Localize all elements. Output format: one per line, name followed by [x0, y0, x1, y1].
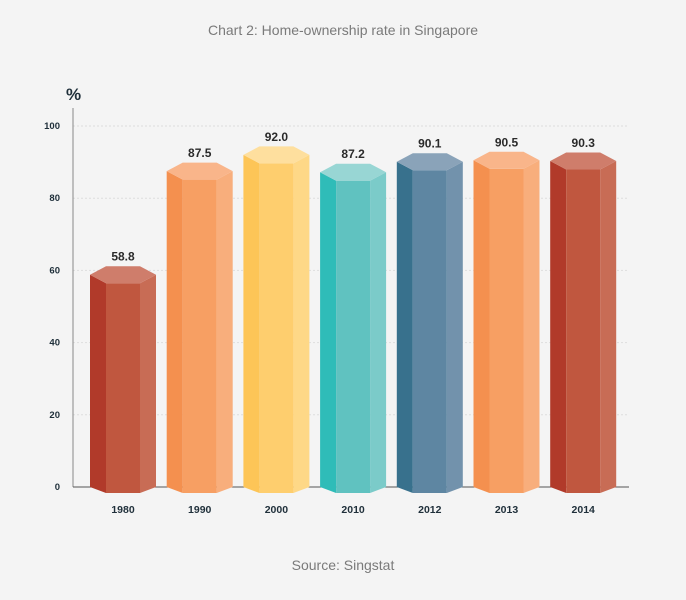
data-label: 90.5: [495, 135, 519, 149]
bar-right-face: [523, 160, 540, 494]
x-tick-label: 1990: [188, 504, 212, 516]
data-label: 90.1: [418, 137, 442, 151]
y-tick-label: 40: [49, 338, 60, 349]
bar-left-face: [90, 274, 106, 493]
bar-top-face: [243, 146, 310, 164]
y-tick-label: 100: [44, 121, 60, 132]
bar-left-face: [550, 161, 567, 493]
bar: [259, 163, 294, 493]
data-label: 87.5: [188, 146, 212, 160]
y-tick-label: 20: [49, 410, 60, 421]
bar-left-face: [473, 160, 490, 494]
bar-right-face: [446, 161, 463, 493]
x-tick-label: 2014: [572, 504, 596, 516]
bar-left-face: [320, 172, 337, 493]
bar-top-face: [473, 151, 540, 169]
bar-top-face: [166, 162, 233, 180]
y-tick-label: 0: [55, 482, 60, 493]
x-tick-label: 2000: [265, 504, 289, 516]
data-label: 87.2: [341, 147, 365, 161]
bar: [566, 169, 601, 493]
x-tick-label: 2012: [418, 504, 442, 516]
bar: [336, 180, 371, 493]
bar-left-face: [396, 161, 413, 493]
bar-top-face: [90, 266, 156, 284]
bar-top-face: [396, 153, 463, 171]
data-label: 92.0: [265, 130, 289, 144]
y-tick-label: 80: [49, 193, 60, 204]
bar: [412, 170, 447, 493]
bar-right-face: [140, 274, 156, 493]
bar: [106, 283, 140, 493]
chart-title: Chart 2: Home-ownership rate in Singapor…: [207, 22, 479, 38]
bar-right-face: [600, 161, 617, 493]
x-tick-label: 2013: [495, 504, 519, 516]
bar-top-face: [320, 163, 387, 181]
bar-left-face: [166, 171, 183, 493]
data-label: 58.8: [111, 250, 135, 264]
y-tick-label: 60: [49, 265, 60, 276]
bar-right-face: [216, 171, 233, 493]
bar-top-face: [550, 152, 617, 170]
data-label: 90.3: [572, 136, 596, 150]
chart-source: Source: Singstat: [291, 557, 395, 573]
bar-left-face: [243, 154, 260, 493]
x-tick-label: 1980: [111, 504, 135, 516]
bar-right-face: [370, 172, 387, 493]
bar: [182, 179, 217, 493]
bar: [489, 168, 524, 494]
y-axis-unit: %: [66, 85, 82, 104]
x-tick-label: 2010: [341, 504, 365, 516]
bar-right-face: [293, 154, 310, 493]
